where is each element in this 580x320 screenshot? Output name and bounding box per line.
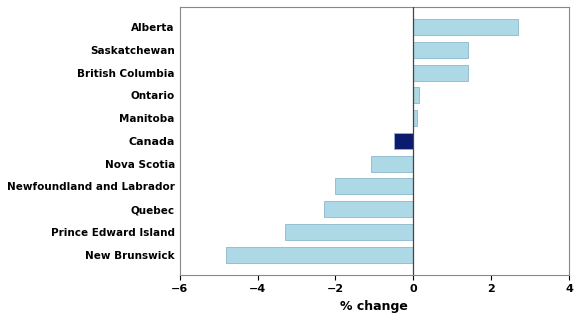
Bar bbox=[414, 65, 468, 81]
Bar bbox=[371, 156, 414, 172]
Bar bbox=[394, 133, 414, 149]
Bar bbox=[414, 110, 417, 126]
Bar bbox=[324, 201, 414, 217]
Bar bbox=[335, 179, 414, 194]
Bar bbox=[226, 247, 414, 263]
Bar bbox=[414, 42, 468, 58]
X-axis label: % change: % change bbox=[340, 300, 408, 313]
Bar bbox=[285, 224, 414, 240]
Bar bbox=[414, 19, 519, 35]
Bar bbox=[414, 87, 419, 103]
